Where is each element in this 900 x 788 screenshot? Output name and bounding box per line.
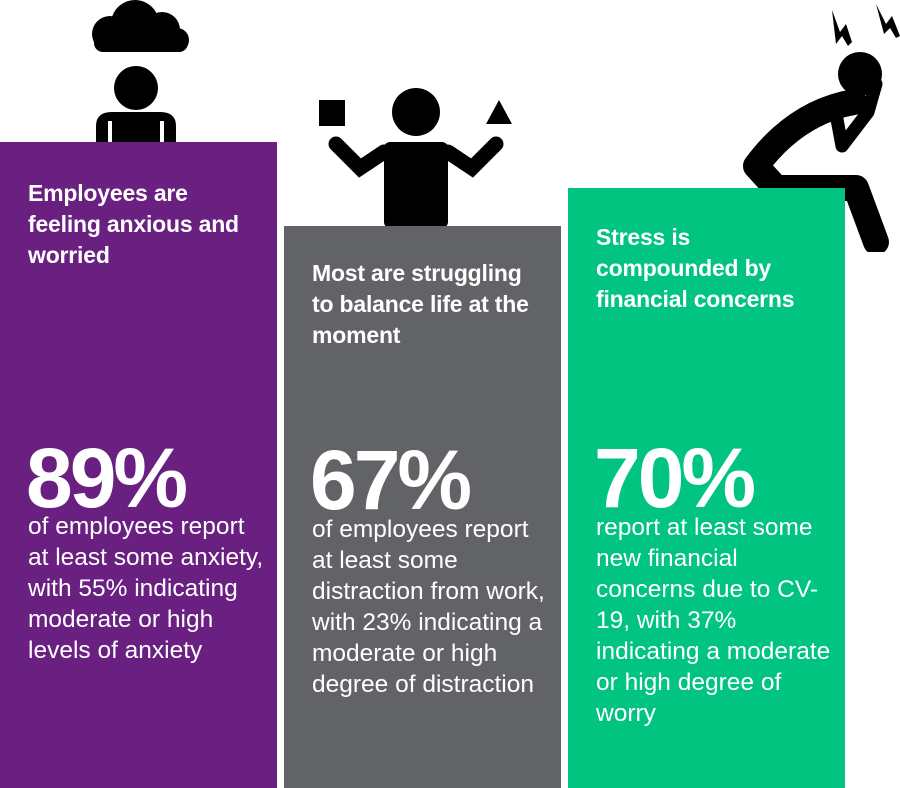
stat-description: of employees report at least some distra… (312, 516, 545, 698)
balance-panel: Most are struggling to balance life at t… (284, 226, 561, 788)
panel-title: Most are struggling to balance life at t… (312, 260, 529, 348)
panel-title: Stress is compounded by financial concer… (596, 224, 795, 312)
person-juggling-shapes-icon (319, 88, 512, 228)
panel-title: Employees are feeling anxious and worrie… (28, 180, 239, 268)
stat-percentage: 70% (594, 431, 756, 525)
stat-description: report at least some new financial conce… (596, 514, 831, 727)
stat-percentage: 89% (26, 431, 188, 525)
person-under-cloud-icon (92, 0, 189, 146)
financial-panel: Stress is compounded by financial concer… (568, 188, 845, 788)
stat-percentage: 67% (310, 433, 472, 527)
stat-description: of employees report at least some anxiet… (28, 513, 264, 664)
anxiety-panel: Employees are feeling anxious and worrie… (0, 142, 277, 788)
stressed-person-sitting-icon (743, 4, 900, 252)
